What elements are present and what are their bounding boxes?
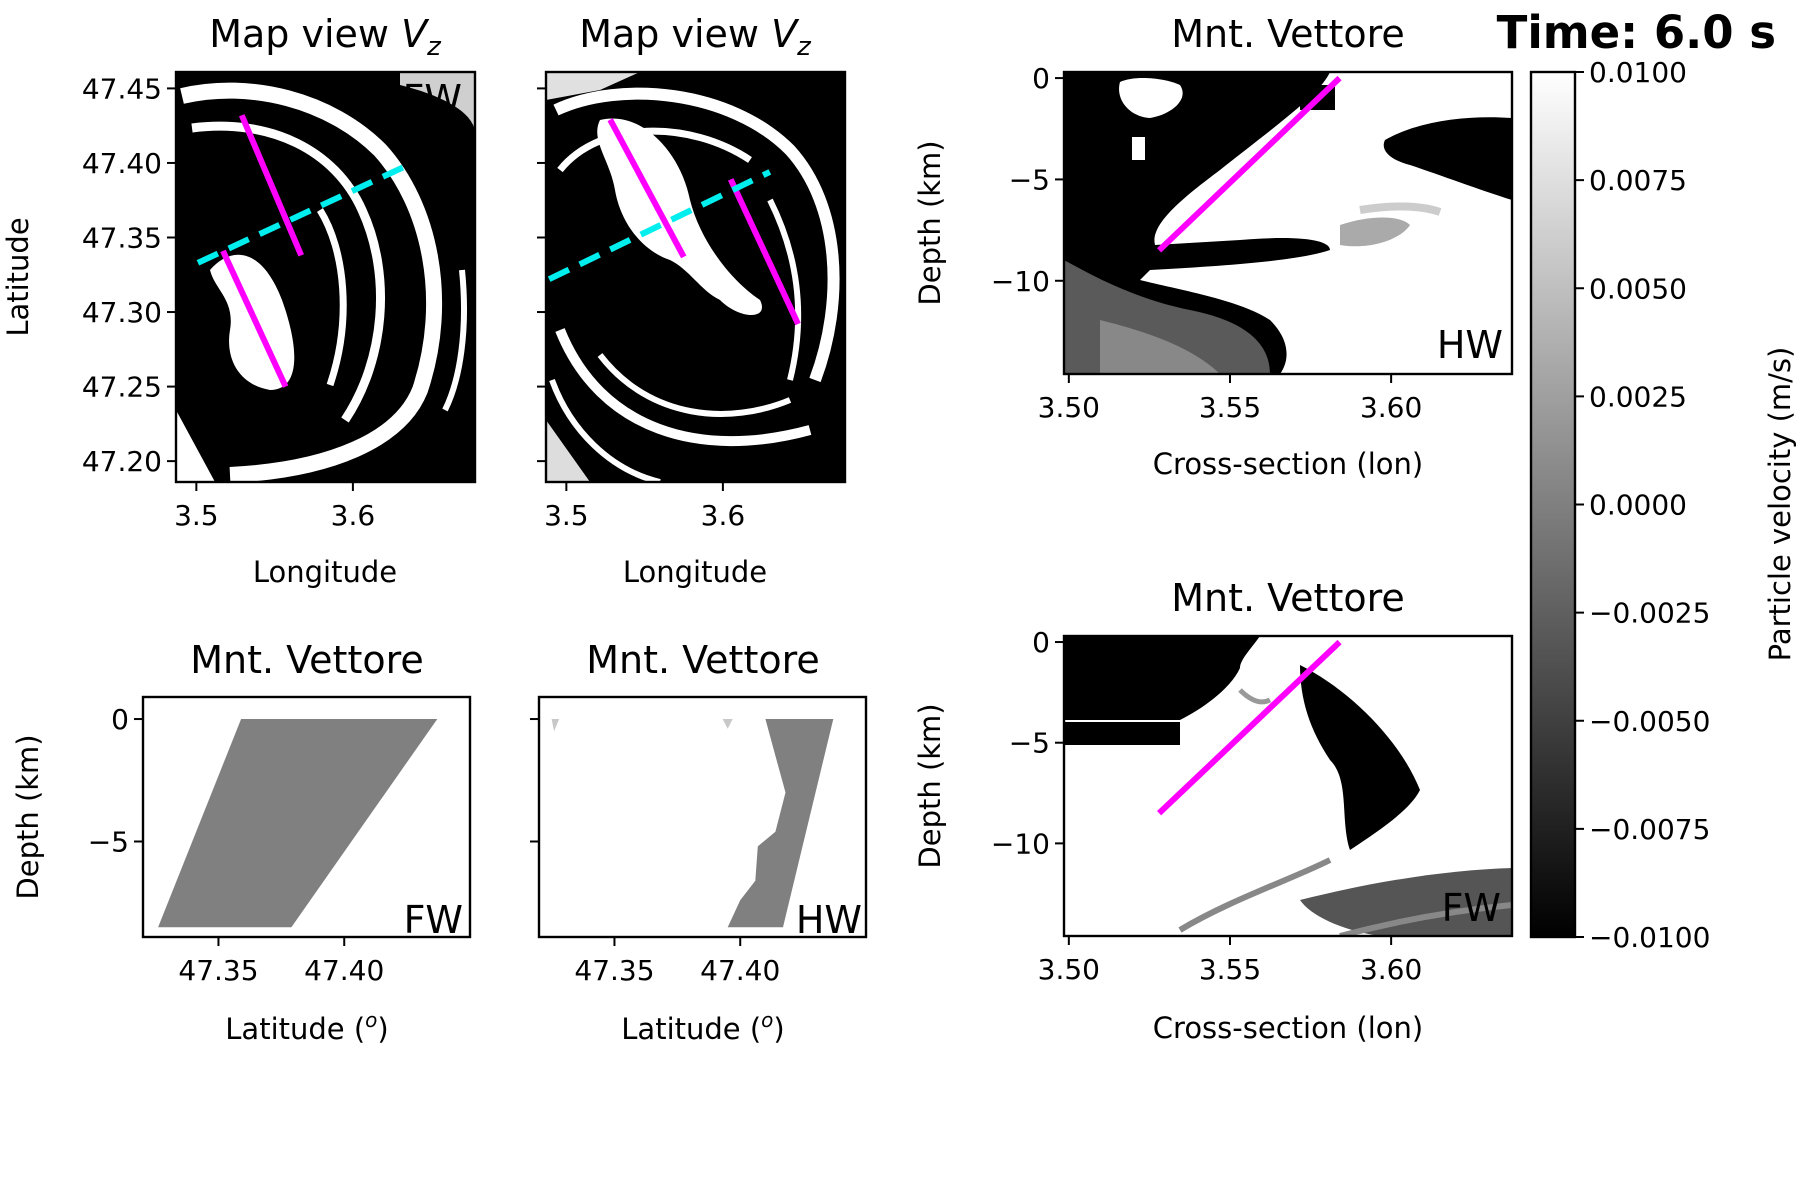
map-fw-xtick-label: 3.5 — [174, 499, 219, 532]
colorbar-tick-label: −0.0050 — [1589, 705, 1710, 738]
section-hw-frame — [1062, 70, 1514, 376]
fault-fw-title: Mnt. Vettore — [190, 638, 424, 682]
section-hw-ytick-label: −10 — [991, 265, 1050, 298]
section-fw-xlabel: Cross-section (lon) — [1153, 1011, 1423, 1045]
map-fw-ytick-label: 47.20 — [82, 445, 162, 478]
fault-geometry-fw-panel: Mnt. Vettore 47.35 47.40 0 −5 FW Latitude (… — [11, 638, 472, 1046]
section-fw-corner-label: FW — [1442, 886, 1501, 930]
fault-hw-fault-plane-0 — [727, 719, 834, 928]
section-fw-wavefield — [1064, 636, 1512, 936]
section-fw-ylabel: Depth (km) — [913, 703, 947, 868]
map-fw-corner-label: FW — [403, 77, 462, 121]
map-hw-fault-trace-1 — [728, 178, 801, 326]
fault-hw-title: Mnt. Vettore — [586, 638, 820, 682]
fault-geometry-hw-panel: Mnt. Vettore 47.35 47.40 HW Latitude (o) — [530, 638, 868, 1046]
fault-hw-fault-plane-1 — [551, 719, 560, 732]
colorbar-gradient — [1531, 72, 1575, 937]
map-hw-xtick-label: 3.6 — [701, 499, 746, 532]
section-hw-xtick-label: 3.55 — [1199, 391, 1261, 424]
map-fw-xtick-label: 3.6 — [331, 499, 376, 532]
fault-fw-xlabel: Latitude (o) — [225, 1008, 388, 1046]
map-fw-title: Map view Vz — [209, 12, 442, 62]
map-fw-ylabel: Latitude — [1, 217, 35, 336]
section-hw-title: Mnt. Vettore — [1171, 12, 1405, 56]
section-fw-ytick-label: −10 — [991, 827, 1050, 860]
section-hw-ytick-label: 0 — [1032, 62, 1050, 95]
map-fw-ytick-label: 47.35 — [82, 221, 162, 254]
fault-fw-ylabel: Depth (km) — [11, 734, 45, 899]
map-fw-ytick-label: 47.30 — [82, 296, 162, 329]
map-hw-wavefield — [546, 72, 845, 482]
colorbar-tick-label: −0.0075 — [1589, 813, 1710, 846]
section-fw-xtick-label: 3.55 — [1199, 953, 1261, 986]
fault-fw-ytick-label: −5 — [88, 825, 129, 858]
colorbar-tick-label: 0.0075 — [1589, 164, 1687, 197]
map-view-fw-panel: Map view Vz 3.5 3.6 47.20 47.25 47.30 47.35 47… — [1, 12, 477, 589]
section-hw-ytick-label: −5 — [1009, 163, 1050, 196]
colorbar-tick-label: 0.0025 — [1589, 380, 1687, 413]
map-fw-ytick-label: 47.25 — [82, 371, 162, 404]
section-fw-xtick-label: 3.50 — [1038, 953, 1100, 986]
colorbar-tick-label: 0.0000 — [1589, 489, 1687, 522]
fault-hw-fault-plane-2 — [722, 719, 733, 729]
map-fw-profile-line — [196, 164, 405, 266]
section-hw-xlabel: Cross-section (lon) — [1153, 447, 1423, 481]
fault-fw-xtick-label: 47.40 — [304, 954, 384, 987]
map-hw-xlabel: Longitude — [623, 555, 767, 589]
section-fw-title: Mnt. Vettore — [1171, 576, 1405, 620]
map-hw-profile-line — [547, 169, 772, 282]
fault-fw-corner-label: FW — [404, 898, 463, 942]
map-hw-frame — [544, 70, 847, 484]
colorbar-tick-label: 0.0050 — [1589, 272, 1687, 305]
map-fw-xlabel: Longitude — [253, 555, 397, 589]
section-hw-fault-trace-0 — [1157, 75, 1342, 253]
figure-title: Time: 6.0 s — [1497, 6, 1776, 59]
section-hw-corner-label: HW — [1437, 323, 1503, 367]
section-hw-xtick-label: 3.60 — [1360, 391, 1422, 424]
section-fw-frame — [1062, 634, 1514, 938]
fault-fw-xtick-label: 47.35 — [178, 954, 258, 987]
map-hw-corner-label: HW — [770, 77, 836, 121]
colorbar-tick-label: −0.0100 — [1589, 921, 1710, 954]
cross-section-hw-panel: Mnt. Vettore 3.50 3.55 3.60 0 −5 −10 HW Cross… — [913, 12, 1514, 481]
fault-fw-fault-plane-0 — [158, 719, 438, 928]
map-hw-xtick-label: 3.5 — [544, 499, 589, 532]
colorbar-label: Particle velocity (m/s) — [1763, 347, 1797, 662]
section-hw-xtick-label: 3.50 — [1038, 391, 1100, 424]
cross-section-fw-panel: Mnt. Vettore 3.50 3.55 3.60 0 −5 −10 FW Cross… — [913, 576, 1514, 1045]
map-fw-fault-trace-1 — [220, 249, 289, 388]
fault-hw-frame — [537, 695, 868, 939]
section-fw-xtick-label: 3.60 — [1360, 953, 1422, 986]
map-fw-ytick-label: 47.45 — [82, 72, 162, 105]
map-fw-wavefield — [176, 72, 475, 482]
section-fw-ytick-label: 0 — [1032, 626, 1050, 659]
colorbar-tick-label: 0.0100 — [1589, 56, 1687, 89]
map-fw-ytick-label: 47.40 — [82, 147, 162, 180]
fault-hw-xlabel: Latitude (o) — [621, 1008, 784, 1046]
colorbar: 0.0100 0.0075 0.0050 0.0025 0.0000 −0.0025 −0.… — [1529, 56, 1797, 954]
map-hw-fault-trace-0 — [607, 118, 687, 259]
section-fw-fault-trace-0 — [1157, 639, 1342, 816]
fault-hw-corner-label: HW — [796, 898, 862, 942]
fault-fw-ytick-label: 0 — [111, 703, 129, 736]
fault-fw-frame — [141, 695, 472, 939]
section-hw-ylabel: Depth (km) — [913, 140, 947, 305]
map-fw-fault-trace-0 — [238, 114, 304, 257]
map-fw-frame — [174, 70, 477, 484]
fault-hw-xtick-label: 47.40 — [700, 954, 780, 987]
colorbar-tick-label: −0.0025 — [1589, 597, 1710, 630]
map-hw-title: Map view Vz — [579, 12, 812, 62]
section-fw-ytick-label: −5 — [1009, 727, 1050, 760]
fault-hw-xtick-label: 47.35 — [574, 954, 654, 987]
map-view-hw-panel: Map view Vz 3.5 3.6 HW Longitude — [537, 12, 847, 589]
section-hw-wavefield — [1064, 72, 1512, 374]
